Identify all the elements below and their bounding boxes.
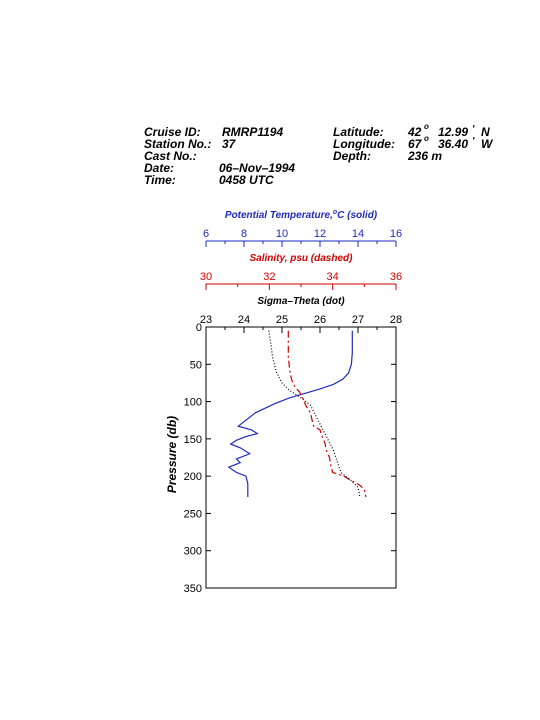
time-label: Time: [144,173,176,187]
sigma-tick-label: 23 [200,314,212,326]
temperature-tick-label: 6 [203,228,209,240]
sigma-tick-label: 25 [276,314,288,326]
depth-value: 236 m [408,149,443,163]
temperature-tick-label: 12 [314,228,326,240]
temperature-profile-line [227,330,353,497]
time-value: 0458 UTC [219,173,274,187]
latitude-degree-symbol: o [424,122,429,131]
depth-label: Depth: [333,149,371,163]
y-tick-label: 200 [184,471,202,483]
latitude-minutes: 12.99 [438,125,469,139]
station-no-value: 37 [222,137,236,151]
temperature-tick-label: 14 [352,228,364,240]
plot-frame [205,326,397,589]
y-tick-label: 50 [190,359,202,371]
temperature-axis-title: Potential Temperature,oC (solid) [225,209,378,221]
salinity-tick-label: 34 [327,271,339,283]
longitude-minutes: 36.40 [438,137,469,151]
sigma-profile-line [268,330,361,498]
y-axis-label: Pressure (db) [165,416,179,493]
y-tick-label: 350 [184,583,202,595]
salinity-tick-label: 32 [263,271,275,283]
sigma-tick-label: 24 [238,314,250,326]
axes-layer: 0 50 100 150 200 250 300 350 Pressure (db) 6 8 10 12… [165,209,402,595]
temperature-tick-label: 8 [241,228,247,240]
temperature-tick-label: 10 [276,228,288,240]
station-no-label: Station No.: [144,137,212,151]
sigma-tick-label: 26 [314,314,326,326]
date-label: Date: [144,161,175,175]
salinity-axis-title: Salinity, psu (dashed) [250,253,354,264]
latitude-label: Latitude: [333,125,384,139]
sigma-tick-label: 27 [352,314,364,326]
longitude-minute-symbol: ' [472,136,475,147]
y-tick-label: 300 [184,546,202,558]
y-tick-label: 100 [184,397,202,409]
y-tick-label: 150 [184,434,202,446]
latitude-hemisphere: N [481,125,490,139]
cast-no-label: Cast No.: [144,149,197,163]
salinity-profile-line [287,330,367,498]
longitude-label: Longitude: [333,137,395,151]
latitude-degrees: 42 [408,125,422,139]
salinity-tick-label: 36 [390,271,402,283]
y-tick-label: 250 [184,508,202,520]
date-value: 06–Nov–1994 [219,161,296,175]
plot-layer [227,330,367,498]
y-tick-label: 0 [196,322,202,334]
latitude-minute-symbol: ' [472,124,475,135]
longitude-hemisphere: W [481,137,493,151]
temperature-tick-label: 16 [390,228,402,240]
longitude-degree-symbol: o [424,134,429,143]
cruise-id-value: RMRP1194 [222,125,284,139]
sigma-tick-label: 28 [390,314,402,326]
sigma-axis-title: Sigma–Theta (dot) [257,296,345,307]
longitude-degrees: 67 [408,137,422,151]
salinity-tick-label: 30 [200,271,212,283]
cruise-id-label: Cruise ID: [144,125,201,139]
